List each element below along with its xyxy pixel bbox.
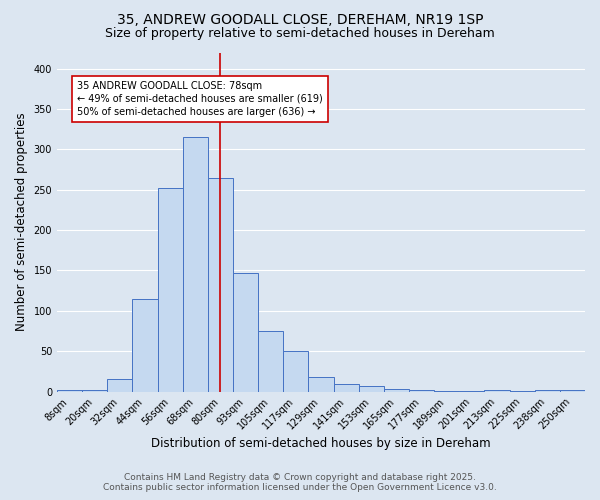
Bar: [183, 138, 208, 392]
Bar: [409, 390, 434, 392]
Bar: [535, 390, 560, 392]
X-axis label: Distribution of semi-detached houses by size in Dereham: Distribution of semi-detached houses by …: [151, 437, 491, 450]
Bar: [484, 390, 509, 392]
Bar: [57, 390, 82, 392]
Text: 35, ANDREW GOODALL CLOSE, DEREHAM, NR19 1SP: 35, ANDREW GOODALL CLOSE, DEREHAM, NR19 …: [117, 12, 483, 26]
Bar: [233, 273, 258, 392]
Bar: [560, 390, 585, 392]
Bar: [283, 351, 308, 392]
Bar: [459, 391, 484, 392]
Text: 35 ANDREW GOODALL CLOSE: 78sqm
← 49% of semi-detached houses are smaller (619)
5: 35 ANDREW GOODALL CLOSE: 78sqm ← 49% of …: [77, 81, 323, 117]
Text: Contains HM Land Registry data © Crown copyright and database right 2025.
Contai: Contains HM Land Registry data © Crown c…: [103, 473, 497, 492]
Text: Size of property relative to semi-detached houses in Dereham: Size of property relative to semi-detach…: [105, 28, 495, 40]
Bar: [359, 386, 384, 392]
Bar: [133, 298, 158, 392]
Bar: [208, 178, 233, 392]
Bar: [82, 390, 107, 392]
Y-axis label: Number of semi-detached properties: Number of semi-detached properties: [15, 112, 28, 332]
Bar: [509, 391, 535, 392]
Bar: [258, 331, 283, 392]
Bar: [384, 389, 409, 392]
Bar: [107, 380, 133, 392]
Bar: [434, 391, 459, 392]
Bar: [158, 188, 183, 392]
Bar: [308, 377, 334, 392]
Bar: [334, 384, 359, 392]
